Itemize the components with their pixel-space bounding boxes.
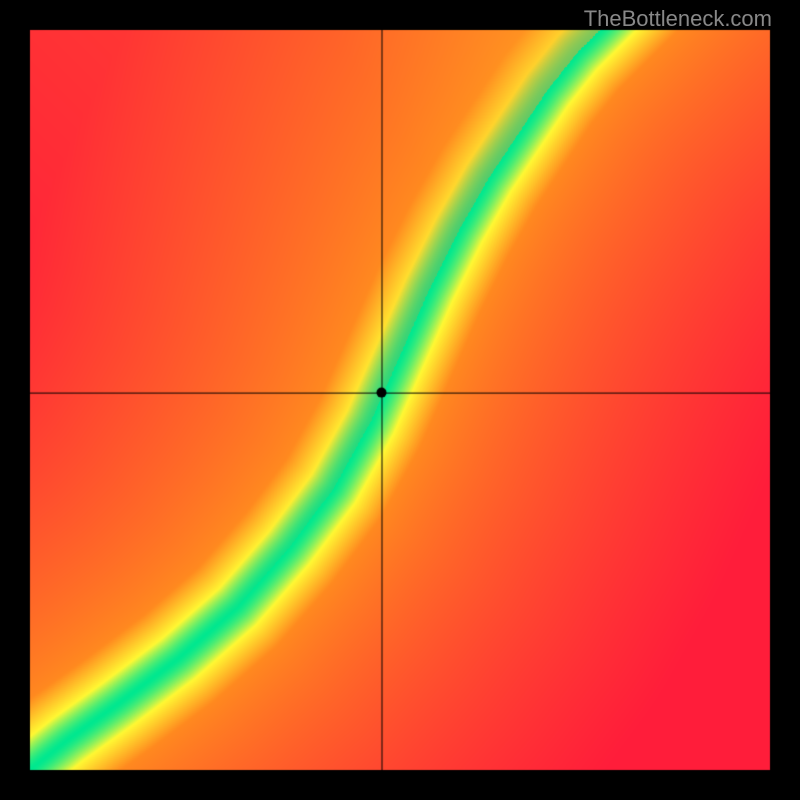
chart-container: TheBottleneck.com (0, 0, 800, 800)
watermark-text: TheBottleneck.com (584, 6, 772, 32)
bottleneck-heatmap (0, 0, 800, 800)
